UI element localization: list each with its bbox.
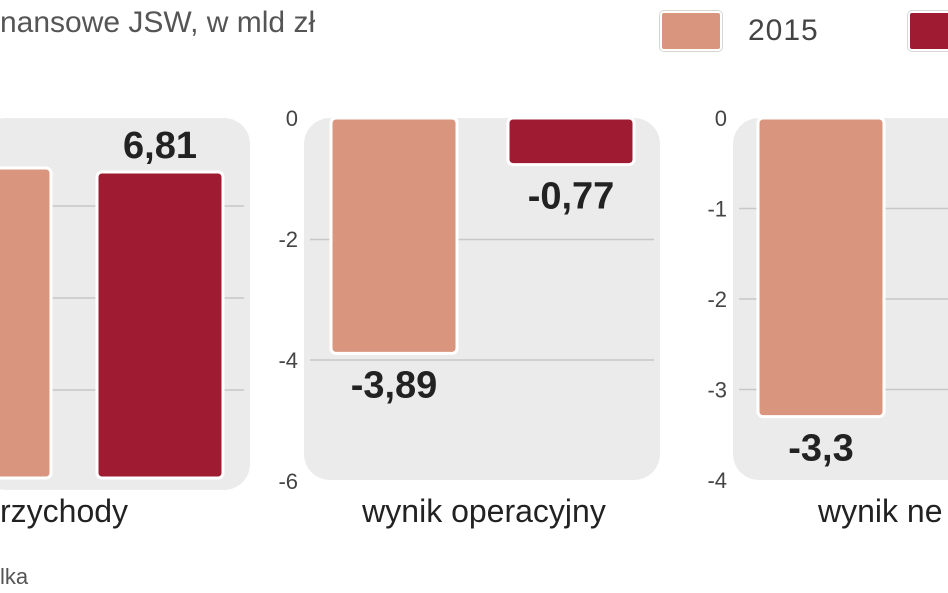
panel-3-category-label: wynik ne [817,493,943,529]
panel-3-y-tick-3: -3 [707,378,727,403]
panel-3-y-tick-2: -2 [707,287,727,312]
panel-1-data-label-2016: 6,81 [123,125,197,167]
panel-1-category-label: rzychody [0,493,128,529]
panel-3-y-tick-1: -1 [707,197,727,222]
panel-2-data-label-2015: -3,89 [351,364,438,406]
legend-swatch-2016 [908,11,948,51]
panel-2-bar-2015 [329,116,459,355]
panel-2-category-label: wynik operacyjny [361,493,606,529]
panel-3-y-tick-0: 0 [715,106,727,131]
panel-2-bar-2016 [506,116,636,167]
panel-2-y-tick-3: -6 [278,469,298,494]
panel-2-y-tick-0: 0 [286,106,298,131]
panel-2-y-tick-2: -4 [278,348,298,373]
panel-3-bar-2015 [756,116,886,419]
panel-3-data-label-2015: -3,3 [788,428,853,470]
legend-label-2015: 2015 [748,14,819,47]
panel-1-bar-2016 [95,170,225,480]
panel-1-bar-2015 [0,166,53,480]
panel-3-y-tick-4: -4 [707,468,727,493]
panel-2-y-tick-1: -2 [278,227,298,252]
legend-swatch-2015 [660,11,722,51]
panel-2-data-label-2016: -0,77 [528,176,615,218]
source-note: lka [0,564,29,589]
chart-title: nansowe JSW, w mld zł [0,6,316,39]
